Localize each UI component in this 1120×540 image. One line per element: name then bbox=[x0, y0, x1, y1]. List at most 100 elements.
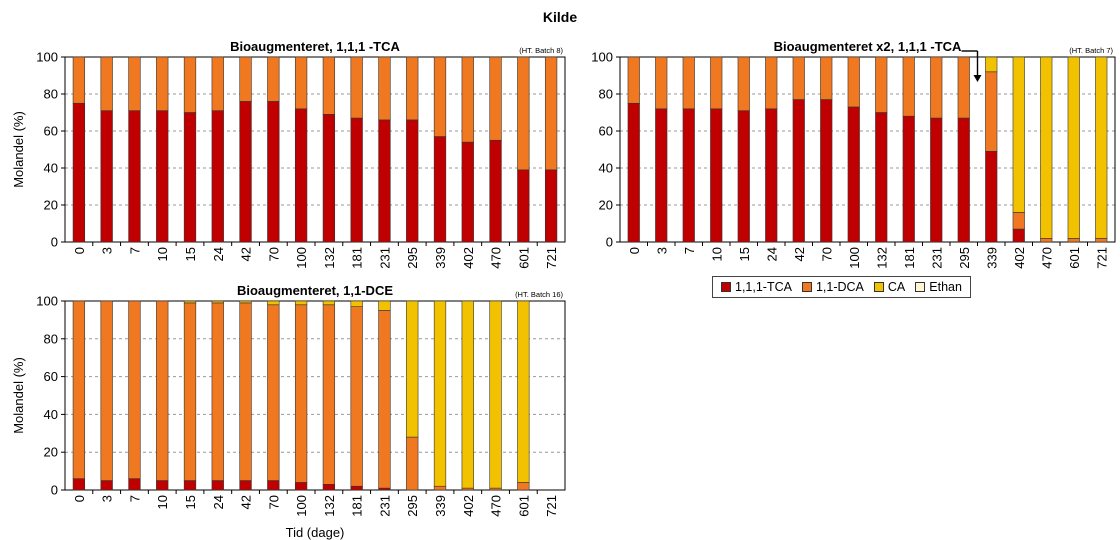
bar-ca-339 bbox=[433, 300, 447, 487]
x-tick-label-470: 470 bbox=[489, 495, 504, 517]
legend-item-ethan: Ethan bbox=[915, 280, 962, 294]
bar-1-1-dca-601 bbox=[517, 482, 530, 491]
bar-1-1-dca-24 bbox=[211, 56, 224, 111]
bar-1-1-1-tca-24 bbox=[765, 108, 778, 243]
y-axis-label: Molandel (%) bbox=[11, 111, 26, 188]
legend: 1,1,1-TCA 1,1-DCA CA Ethan bbox=[712, 276, 971, 298]
x-tick-label-24: 24 bbox=[211, 247, 226, 261]
bar-ca-601 bbox=[517, 300, 530, 483]
bar-1-1-dca-339 bbox=[985, 71, 998, 152]
bar-1-1-1-tca-295 bbox=[957, 117, 970, 243]
bar-1-1-1-tca-132 bbox=[322, 114, 336, 243]
page-title: Kilde bbox=[542, 9, 578, 25]
bar-1-1-dca-7 bbox=[128, 56, 141, 111]
y-tick-label-40: 40 bbox=[44, 407, 58, 422]
bar-1-1-1-tca-15 bbox=[737, 110, 750, 243]
bar-ca-132 bbox=[322, 300, 336, 306]
chart-2: 0 20 40 60 80 100 0 3 7 10 15 24 42 70 100 132 181 231 295… bbox=[591, 39, 1116, 292]
y-tick-label-80: 80 bbox=[599, 87, 613, 102]
bar-1-1-dca-3 bbox=[100, 56, 113, 111]
bar-1-1-dca-339 bbox=[433, 485, 447, 491]
x-tick-label-7: 7 bbox=[127, 495, 142, 502]
bar-1-1-dca-470 bbox=[489, 56, 502, 141]
bar-1-1-1-tca-15 bbox=[183, 480, 197, 491]
bar-1-1-1-tca-470 bbox=[489, 139, 502, 243]
legend-item-dca: 1,1-DCA bbox=[801, 280, 864, 294]
x-tick-label-721: 721 bbox=[1094, 247, 1109, 269]
bar-1-1-1-tca-339 bbox=[433, 136, 447, 243]
x-tick-label-339: 339 bbox=[433, 495, 448, 517]
bar-1-1-1-tca-231 bbox=[930, 117, 943, 243]
bar-1-1-dca-42 bbox=[239, 56, 252, 102]
x-tick-label-42: 42 bbox=[792, 247, 807, 261]
x-tick-label-100: 100 bbox=[847, 247, 862, 269]
bar-1-1-dca-100 bbox=[294, 304, 308, 483]
x-tick-label-10: 10 bbox=[155, 247, 170, 261]
bar-1-1-1-tca-100 bbox=[294, 108, 308, 243]
legend-swatch-ca bbox=[873, 282, 884, 292]
x-tick-label-181: 181 bbox=[350, 247, 365, 269]
bar-1-1-dca-231 bbox=[930, 56, 943, 119]
x-tick-label-339: 339 bbox=[433, 247, 448, 269]
x-tick-label-15: 15 bbox=[737, 247, 752, 261]
bar-ca-339 bbox=[985, 56, 998, 73]
x-tick-label-721: 721 bbox=[544, 495, 559, 517]
bar-1-1-1-tca-42 bbox=[792, 99, 805, 243]
y-tick-label-60: 60 bbox=[599, 124, 613, 139]
bar-1-1-1-tca-10 bbox=[156, 110, 169, 243]
bar-1-1-dca-721 bbox=[1095, 238, 1108, 243]
chart-title: Bioaugmenteret, 1,1,1 -TCA bbox=[230, 39, 400, 54]
bar-1-1-1-tca-100 bbox=[847, 106, 860, 243]
bar-1-1-dca-3 bbox=[100, 300, 113, 481]
x-tick-label-70: 70 bbox=[819, 247, 834, 261]
y-tick-label-40: 40 bbox=[599, 161, 613, 176]
x-tick-label-0: 0 bbox=[627, 247, 642, 254]
bar-1-1-dca-181 bbox=[350, 306, 363, 487]
x-tick-label-42: 42 bbox=[239, 247, 254, 261]
x-tick-label-295: 295 bbox=[405, 247, 420, 269]
bar-1-1-1-tca-24 bbox=[211, 480, 224, 491]
bar-1-1-1-tca-339 bbox=[985, 151, 998, 243]
bar-1-1-dca-100 bbox=[294, 56, 308, 110]
batch-note: (HT. Batch 8) bbox=[519, 46, 563, 55]
bar-1-1-dca-181 bbox=[350, 56, 363, 119]
bar-1-1-1-tca-181 bbox=[902, 115, 915, 243]
legend-item-tca: 1,1,1-TCA bbox=[721, 280, 792, 294]
bar-ca-721 bbox=[1095, 56, 1108, 239]
y-tick-label-60: 60 bbox=[44, 369, 58, 384]
bar-1-1-1-tca-24 bbox=[211, 110, 224, 243]
bar-1-1-1-tca-0 bbox=[627, 102, 640, 243]
bar-ca-295 bbox=[406, 300, 419, 438]
bar-1-1-dca-601 bbox=[517, 56, 530, 171]
y-tick-label-40: 40 bbox=[44, 161, 58, 176]
bar-1-1-dca-470 bbox=[1040, 238, 1053, 243]
bar-1-1-dca-24 bbox=[211, 302, 224, 481]
bar-ca-100 bbox=[294, 300, 308, 306]
bar-1-1-dca-231 bbox=[378, 310, 391, 489]
legend-label-ca: CA bbox=[887, 280, 906, 294]
bar-1-1-1-tca-7 bbox=[128, 478, 141, 491]
x-tick-label-231: 231 bbox=[929, 247, 944, 269]
x-tick-label-42: 42 bbox=[239, 495, 254, 509]
bar-1-1-1-tca-0 bbox=[72, 102, 86, 243]
y-tick-label-0: 0 bbox=[51, 235, 58, 250]
bar-1-1-dca-3 bbox=[655, 56, 668, 110]
batch-note: (HT. Batch 16) bbox=[515, 290, 563, 299]
bar-1-1-1-tca-42 bbox=[239, 101, 252, 243]
bar-1-1-dca-295 bbox=[406, 436, 419, 491]
bar-1-1-dca-295 bbox=[406, 56, 419, 121]
x-tick-label-24: 24 bbox=[764, 247, 779, 261]
bar-1-1-dca-601 bbox=[1067, 238, 1080, 243]
bar-1-1-1-tca-132 bbox=[322, 484, 336, 491]
bar-1-1-1-tca-721 bbox=[544, 169, 558, 243]
legend-label-ethan: Ethan bbox=[929, 280, 962, 294]
legend-label-dca: 1,1-DCA bbox=[815, 280, 864, 294]
x-tick-label-339: 339 bbox=[984, 247, 999, 269]
y-tick-label-100: 100 bbox=[36, 50, 58, 65]
bar-1-1-1-tca-3 bbox=[100, 480, 113, 491]
bar-ca-402 bbox=[461, 300, 474, 489]
bar-1-1-dca-0 bbox=[72, 300, 86, 479]
bar-1-1-1-tca-402 bbox=[1012, 228, 1025, 243]
x-tick-label-3: 3 bbox=[100, 495, 115, 502]
x-tick-label-10: 10 bbox=[155, 495, 170, 509]
